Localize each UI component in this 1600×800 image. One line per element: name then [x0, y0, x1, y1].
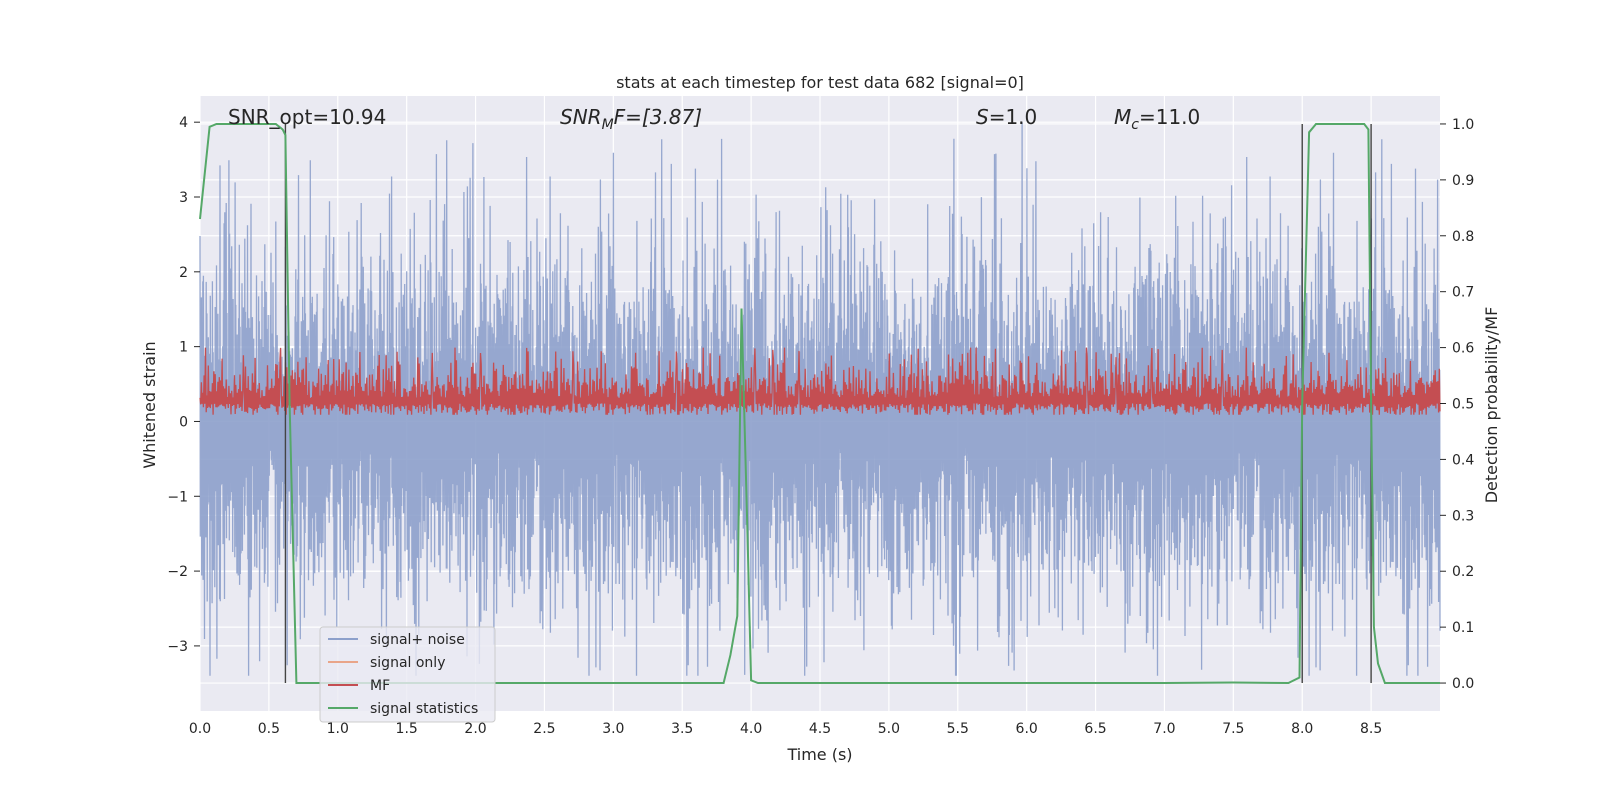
y-right-tick-label: 0.2 [1452, 564, 1474, 580]
x-tick-label: 2.0 [464, 721, 486, 737]
annotation-mc: Mc=11.0 [1114, 105, 1200, 133]
x-tick-label: 0.5 [258, 721, 280, 737]
y-left-tick-label: 2 [179, 265, 188, 281]
annotation-s-rest: =1.0 [989, 105, 1038, 129]
x-tick-label: 2.5 [533, 721, 555, 737]
signal-statistics-line [199, 123, 1440, 685]
annotation-mc-rest: =11.0 [1139, 105, 1200, 129]
x-tick-label: 7.5 [1222, 721, 1244, 737]
annotation-snr-mf-main: SNR [560, 105, 602, 129]
y-left-tick-labels: 4 3 2 1 0 −1 −2 −3 [167, 115, 200, 655]
signal-statistics-series [199, 123, 1440, 685]
x-tick-label: 0.0 [189, 721, 211, 737]
annotation-snr-mf-rest: F=[3.87] [614, 105, 702, 129]
x-axis-label: Time (s) [786, 745, 852, 764]
x-tick-label: 6.0 [1016, 721, 1038, 737]
mf-line [199, 347, 1441, 415]
y-right-tick-label: 0.5 [1452, 397, 1474, 413]
x-tick-label: 4.5 [809, 721, 831, 737]
x-tick-label: 3.0 [602, 721, 624, 737]
x-tick-label: 6.5 [1084, 721, 1106, 737]
mf-series [199, 347, 1441, 415]
legend-label-signal-statistics: signal statistics [370, 701, 478, 717]
annotation-snr-opt: SNR_opt=10.94 [228, 105, 386, 129]
x-tick-label: 5.0 [878, 721, 900, 737]
y-right-tick-label: 0.9 [1452, 173, 1474, 189]
x-tick-label: 4.0 [740, 721, 762, 737]
x-tick-label: 1.0 [327, 721, 349, 737]
y-left-tick-label: 3 [179, 190, 188, 206]
y-left-tick-label: −3 [167, 639, 188, 655]
y-left-tick-label: −1 [167, 489, 188, 505]
y-right-tick-label: 0.3 [1452, 508, 1474, 524]
y-right-tick-label: 0.4 [1452, 452, 1474, 468]
legend-label-noise: signal+ noise [370, 632, 465, 648]
x-tick-label: 5.5 [947, 721, 969, 737]
x-tick-label: 3.5 [671, 721, 693, 737]
y-right-tick-label: 0.8 [1452, 229, 1474, 245]
y-left-tick-label: 4 [179, 115, 188, 131]
signal-plus-noise-line [199, 122, 1441, 676]
y-left-tick-label: 0 [179, 414, 188, 430]
y-left-tick-label: 1 [179, 340, 188, 356]
legend-label-mf: MF [370, 678, 390, 694]
y-right-tick-label: 0.0 [1452, 676, 1474, 692]
y-axis-right-label: Detection probability/MF [1482, 307, 1501, 504]
annotation-snr-mf: SNRMF=[3.87] [560, 105, 702, 133]
y-left-tick-label: −2 [167, 564, 188, 580]
annotation-snr-mf-sub: M [602, 117, 614, 133]
legend-label-signal-only: signal only [370, 655, 445, 671]
y-right-tick-label: 0.6 [1452, 341, 1474, 357]
y-right-tick-labels: 1.0 0.9 0.8 0.7 0.6 0.5 0.4 0.3 0.2 0.1 0.0 [1440, 117, 1474, 692]
x-tick-label: 8.5 [1360, 721, 1382, 737]
y-right-tick-label: 1.0 [1452, 117, 1474, 133]
annotation-mc-sub: c [1131, 117, 1139, 133]
legend-box [319, 626, 496, 723]
y-axis-left-label: Whitened strain [140, 341, 159, 468]
x-tick-label: 1.5 [396, 721, 418, 737]
chart-title: stats at each timestep for test data 682… [616, 73, 1024, 92]
legend: signal+ noise signal only MF signal stat… [319, 626, 496, 723]
annotation-s-main: S [976, 105, 989, 129]
x-tick-label: 8.0 [1291, 721, 1313, 737]
x-tick-labels: 0.0 0.5 1.0 1.5 2.0 2.5 3.0 3.5 4.0 4.5 5.0 5.5 6.0 6… [189, 721, 1382, 737]
noise-series [199, 122, 1441, 676]
annotation-mc-main: M [1114, 105, 1131, 129]
x-tick-label: 7.0 [1153, 721, 1175, 737]
y-right-tick-label: 0.7 [1452, 285, 1474, 301]
y-right-tick-label: 0.1 [1452, 620, 1474, 636]
annotation-s: S=1.0 [976, 105, 1037, 129]
